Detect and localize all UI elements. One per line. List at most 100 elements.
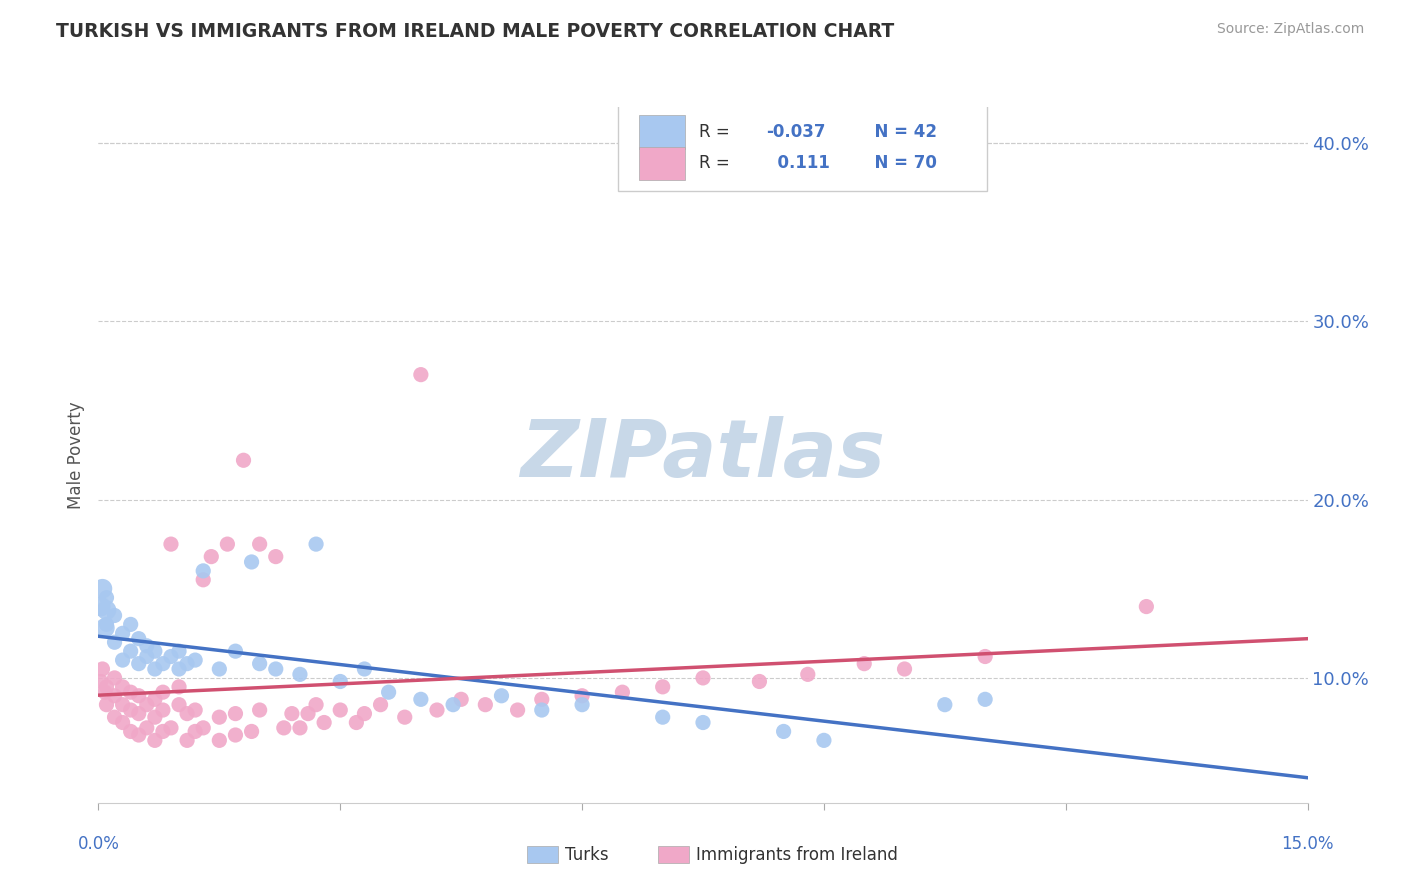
FancyBboxPatch shape	[638, 115, 685, 149]
Point	[232, 453, 254, 467]
FancyBboxPatch shape	[638, 146, 685, 180]
Point	[240, 724, 263, 739]
Point	[394, 710, 416, 724]
Point	[208, 662, 231, 676]
Point	[224, 728, 246, 742]
Text: N = 70: N = 70	[863, 154, 936, 172]
Point	[96, 680, 118, 694]
Text: 0.0%: 0.0%	[77, 835, 120, 853]
Point	[103, 689, 125, 703]
Point	[224, 644, 246, 658]
Point	[143, 692, 166, 706]
Text: ZIPatlas: ZIPatlas	[520, 416, 886, 494]
Point	[974, 649, 997, 664]
Point	[167, 644, 190, 658]
Point	[692, 715, 714, 730]
Point	[853, 657, 876, 671]
Point	[288, 721, 311, 735]
Point	[135, 698, 157, 712]
Point	[193, 573, 215, 587]
Point	[152, 685, 174, 699]
Point	[409, 692, 432, 706]
Point	[128, 632, 150, 646]
Text: Source: ZipAtlas.com: Source: ZipAtlas.com	[1216, 22, 1364, 37]
Text: R =: R =	[699, 154, 735, 172]
Point	[143, 710, 166, 724]
Point	[208, 710, 231, 724]
Point	[530, 692, 553, 706]
Text: Immigrants from Ireland: Immigrants from Ireland	[696, 846, 898, 863]
Point	[281, 706, 304, 721]
Point	[184, 653, 207, 667]
Point	[135, 649, 157, 664]
Point	[264, 662, 287, 676]
Point	[934, 698, 956, 712]
Point	[143, 733, 166, 747]
Point	[571, 698, 593, 712]
Point	[94, 621, 117, 635]
Point	[530, 703, 553, 717]
Point	[120, 724, 142, 739]
Point	[176, 733, 198, 747]
Point	[96, 617, 118, 632]
Point	[200, 549, 222, 564]
Point	[974, 692, 997, 706]
Point	[1135, 599, 1157, 614]
Point	[96, 591, 118, 605]
Point	[96, 603, 118, 617]
Point	[240, 555, 263, 569]
Point	[152, 657, 174, 671]
Point	[103, 608, 125, 623]
Point	[184, 703, 207, 717]
Point	[651, 680, 673, 694]
Point	[111, 715, 134, 730]
Point	[217, 537, 239, 551]
Point	[450, 692, 472, 706]
Point	[160, 649, 183, 664]
Text: R =: R =	[699, 123, 735, 141]
Point	[167, 698, 190, 712]
Point	[370, 698, 392, 712]
Point	[377, 685, 399, 699]
Point	[176, 657, 198, 671]
Point	[748, 674, 770, 689]
Point	[249, 537, 271, 551]
Point	[193, 564, 215, 578]
Point	[103, 710, 125, 724]
FancyBboxPatch shape	[619, 104, 987, 191]
Point	[441, 698, 464, 712]
Point	[143, 662, 166, 676]
Point	[409, 368, 432, 382]
Point	[128, 728, 150, 742]
Text: N = 42: N = 42	[863, 123, 936, 141]
Point	[297, 706, 319, 721]
Point	[193, 721, 215, 735]
Point	[135, 721, 157, 735]
Point	[128, 706, 150, 721]
Point	[893, 662, 915, 676]
Point	[111, 653, 134, 667]
Point	[103, 671, 125, 685]
Point	[152, 724, 174, 739]
Point	[120, 685, 142, 699]
Point	[264, 549, 287, 564]
Point	[353, 662, 375, 676]
Point	[135, 639, 157, 653]
Point	[797, 667, 820, 681]
Point	[90, 599, 112, 614]
Point	[103, 635, 125, 649]
Text: Turks: Turks	[565, 846, 609, 863]
Point	[160, 721, 183, 735]
Point	[692, 671, 714, 685]
Point	[491, 689, 513, 703]
Point	[167, 662, 190, 676]
Point	[143, 644, 166, 658]
Point	[176, 706, 198, 721]
Point	[111, 698, 134, 712]
Point	[184, 724, 207, 739]
Point	[353, 706, 375, 721]
Point	[305, 537, 328, 551]
Text: 15.0%: 15.0%	[1281, 835, 1334, 853]
Point	[160, 537, 183, 551]
Point	[249, 703, 271, 717]
